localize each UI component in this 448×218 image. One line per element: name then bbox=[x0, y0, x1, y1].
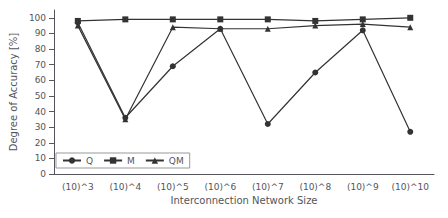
svg-text:(10)^5: (10)^5 bbox=[157, 182, 189, 192]
svg-text:(10)^7: (10)^7 bbox=[252, 182, 284, 192]
svg-text:Interconnection Network Size: Interconnection Network Size bbox=[171, 195, 318, 206]
svg-text:50: 50 bbox=[35, 91, 47, 101]
svg-text:(10)^3: (10)^3 bbox=[62, 182, 94, 192]
svg-text:70: 70 bbox=[35, 60, 47, 70]
svg-text:(10)^8: (10)^8 bbox=[299, 182, 331, 192]
svg-text:60: 60 bbox=[35, 75, 47, 85]
svg-text:M: M bbox=[127, 156, 135, 166]
svg-text:100: 100 bbox=[29, 13, 46, 23]
svg-text:Q: Q bbox=[86, 156, 93, 166]
svg-text:40: 40 bbox=[35, 107, 47, 117]
svg-text:(10)^4: (10)^4 bbox=[109, 182, 141, 192]
svg-text:(10)^10: (10)^10 bbox=[392, 182, 430, 192]
svg-text:(10)^9: (10)^9 bbox=[347, 182, 379, 192]
svg-text:20: 20 bbox=[35, 138, 47, 148]
svg-text:(10)^6: (10)^6 bbox=[204, 182, 236, 192]
svg-text:Degree of Accuracy [%]: Degree of Accuracy [%] bbox=[8, 33, 19, 152]
svg-text:90: 90 bbox=[35, 28, 47, 38]
svg-text:30: 30 bbox=[35, 122, 47, 132]
svg-text:10: 10 bbox=[35, 153, 47, 163]
svg-text:QM: QM bbox=[169, 156, 184, 166]
svg-text:80: 80 bbox=[35, 44, 47, 54]
svg-text:0: 0 bbox=[40, 169, 46, 179]
